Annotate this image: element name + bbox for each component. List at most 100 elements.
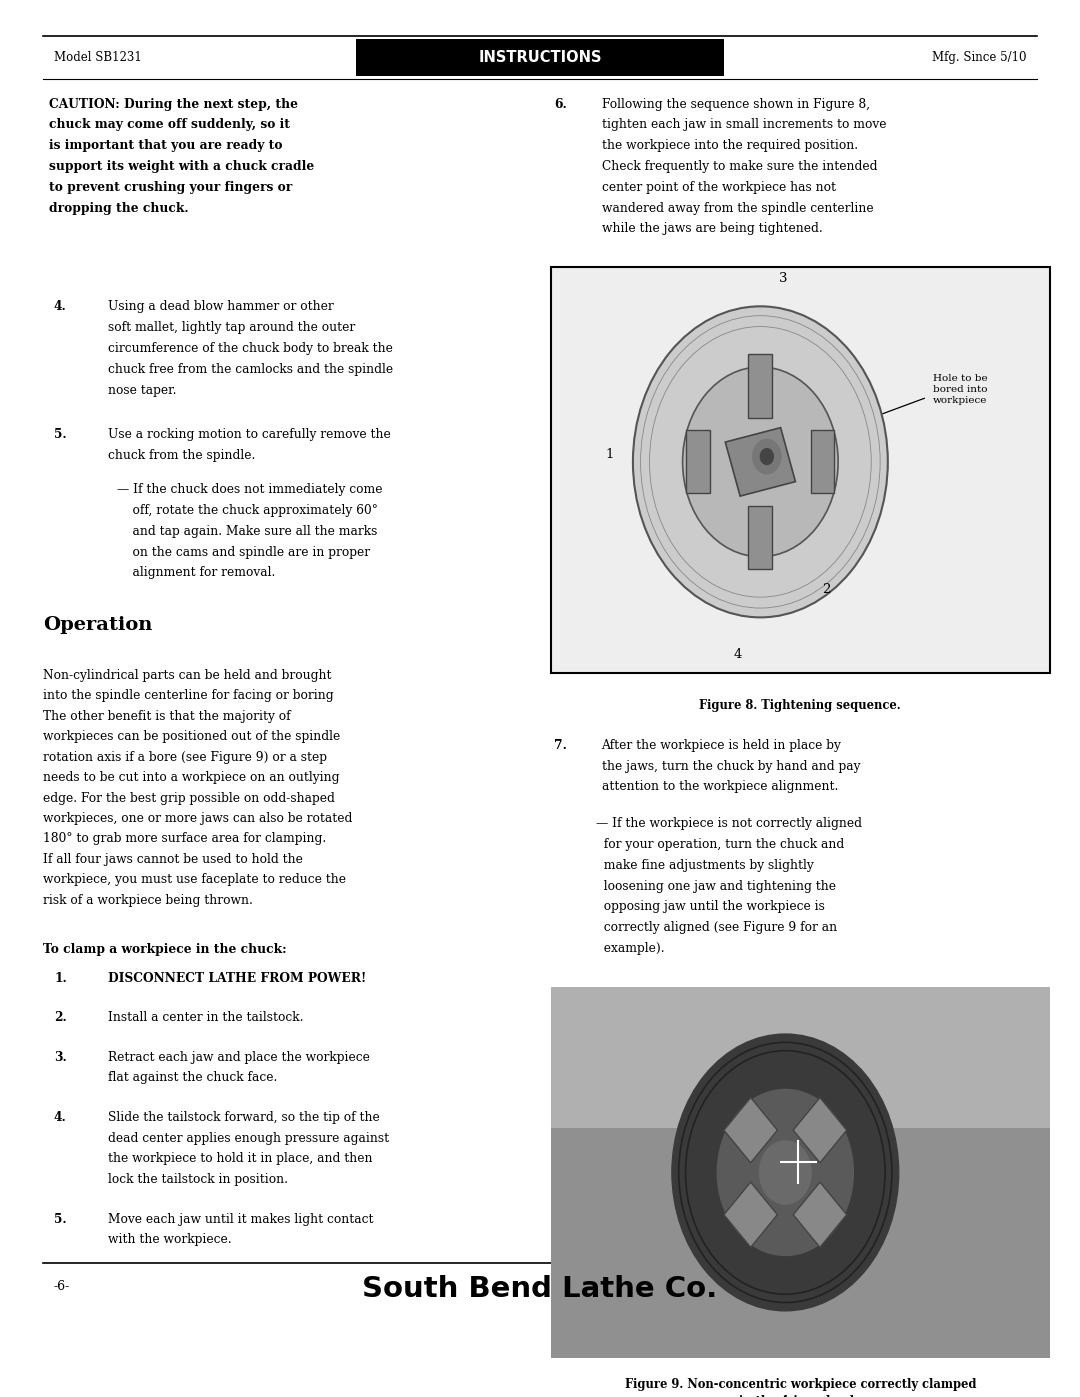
Text: to prevent crushing your fingers or: to prevent crushing your fingers or <box>49 180 292 194</box>
Text: nose taper.: nose taper. <box>108 384 176 397</box>
Text: If all four jaws cannot be used to hold the: If all four jaws cannot be used to hold … <box>43 852 303 866</box>
Polygon shape <box>724 1098 778 1162</box>
Text: Slide the tailstock forward, so the tip of the: Slide the tailstock forward, so the tip … <box>108 1111 380 1123</box>
Text: edge. For the best grip possible on odd-shaped: edge. For the best grip possible on odd-… <box>43 792 335 805</box>
Text: The other benefit is that the majority of: The other benefit is that the majority o… <box>43 710 291 722</box>
Text: workpieces, one or more jaws can also be rotated: workpieces, one or more jaws can also be… <box>43 812 352 826</box>
Text: wandered away from the spindle centerline: wandered away from the spindle centerlin… <box>602 201 874 215</box>
Text: make fine adjustments by slightly: make fine adjustments by slightly <box>596 859 814 872</box>
Text: opposing jaw until the workpiece is: opposing jaw until the workpiece is <box>596 901 825 914</box>
Text: To clamp a workpiece in the chuck:: To clamp a workpiece in the chuck: <box>43 943 287 956</box>
Text: Using a dead blow hammer or other: Using a dead blow hammer or other <box>108 300 334 313</box>
Text: risk of a workpiece being thrown.: risk of a workpiece being thrown. <box>43 894 253 907</box>
Text: the jaws, turn the chuck by hand and pay: the jaws, turn the chuck by hand and pay <box>602 760 860 773</box>
Text: tighten each jaw in small increments to move: tighten each jaw in small increments to … <box>602 119 886 131</box>
Text: 2: 2 <box>823 583 831 597</box>
Bar <box>356 39 724 77</box>
Text: is important that you are ready to: is important that you are ready to <box>49 140 282 152</box>
Text: 4.: 4. <box>54 300 67 313</box>
Text: the workpiece to hold it in place, and then: the workpiece to hold it in place, and t… <box>108 1153 373 1165</box>
Text: into the spindle centerline for facing or boring: into the spindle centerline for facing o… <box>43 689 334 703</box>
Text: chuck may come off suddenly, so it: chuck may come off suddenly, so it <box>49 119 289 131</box>
Text: Figure 8. Tightening sequence.: Figure 8. Tightening sequence. <box>700 700 901 712</box>
Text: soft mallet, lightly tap around the outer: soft mallet, lightly tap around the oute… <box>108 321 355 334</box>
Text: 7.: 7. <box>554 739 567 752</box>
Text: — If the workpiece is not correctly aligned: — If the workpiece is not correctly alig… <box>596 817 862 830</box>
Polygon shape <box>724 1182 778 1248</box>
Text: with the workpiece.: with the workpiece. <box>108 1234 231 1246</box>
Polygon shape <box>811 430 835 493</box>
Text: attention to the workpiece alignment.: attention to the workpiece alignment. <box>602 781 838 793</box>
Text: Retract each jaw and place the workpiece: Retract each jaw and place the workpiece <box>108 1051 369 1063</box>
Text: rotation axis if a bore (see Figure 9) or a step: rotation axis if a bore (see Figure 9) o… <box>43 750 327 764</box>
Text: dropping the chuck.: dropping the chuck. <box>49 201 188 215</box>
Text: — If the chuck does not immediately come: — If the chuck does not immediately come <box>117 483 382 496</box>
Text: Check frequently to make sure the intended: Check frequently to make sure the intend… <box>602 161 877 173</box>
Circle shape <box>683 367 838 557</box>
Text: 4: 4 <box>733 648 742 661</box>
Text: off, rotate the chuck approximately 60°: off, rotate the chuck approximately 60° <box>117 504 378 517</box>
Text: 180° to grab more surface area for clamping.: 180° to grab more surface area for clamp… <box>43 833 326 845</box>
Bar <box>551 986 1050 1358</box>
Text: flat against the chuck face.: flat against the chuck face. <box>108 1071 278 1084</box>
Text: 5.: 5. <box>54 429 67 441</box>
Text: Hole to be
bored into
workpiece: Hole to be bored into workpiece <box>932 374 987 405</box>
Text: 1: 1 <box>606 447 615 461</box>
Text: and tap again. Make sure all the marks: and tap again. Make sure all the marks <box>117 525 377 538</box>
Circle shape <box>633 306 888 617</box>
Text: example).: example). <box>596 942 665 956</box>
Text: 3: 3 <box>779 272 787 285</box>
Text: Model SB1231: Model SB1231 <box>54 52 141 64</box>
Text: 4.: 4. <box>54 1111 67 1123</box>
Bar <box>551 267 1050 673</box>
Text: on the cams and spindle are in proper: on the cams and spindle are in proper <box>117 546 369 559</box>
Text: the workpiece into the required position.: the workpiece into the required position… <box>602 140 858 152</box>
Text: Operation: Operation <box>43 616 152 634</box>
Text: Following the sequence shown in Figure 8,: Following the sequence shown in Figure 8… <box>602 98 869 110</box>
Text: 5.: 5. <box>54 1213 67 1225</box>
Text: Figure 9. Non-concentric workpiece correctly clamped
in the 4-jaw chuck.: Figure 9. Non-concentric workpiece corre… <box>624 1377 976 1397</box>
Text: 1.: 1. <box>54 972 67 985</box>
Text: alignment for removal.: alignment for removal. <box>117 566 275 580</box>
Circle shape <box>760 448 773 464</box>
Text: -6-: -6- <box>54 1280 70 1292</box>
Text: 6.: 6. <box>554 98 567 110</box>
Text: lock the tailstock in position.: lock the tailstock in position. <box>108 1173 288 1186</box>
Circle shape <box>759 1141 811 1204</box>
Text: dead center applies enough pressure against: dead center applies enough pressure agai… <box>108 1132 389 1144</box>
Polygon shape <box>748 506 772 570</box>
Text: center point of the workpiece has not: center point of the workpiece has not <box>602 180 836 194</box>
Text: needs to be cut into a workpiece on an outlying: needs to be cut into a workpiece on an o… <box>43 771 340 784</box>
Polygon shape <box>686 430 710 493</box>
Text: chuck free from the camlocks and the spindle: chuck free from the camlocks and the spi… <box>108 363 393 376</box>
Text: workpieces can be positioned out of the spindle: workpieces can be positioned out of the … <box>43 731 340 743</box>
Text: circumference of the chuck body to break the: circumference of the chuck body to break… <box>108 342 393 355</box>
Text: 3.: 3. <box>54 1051 67 1063</box>
Polygon shape <box>793 1098 847 1162</box>
Text: DISCONNECT LATHE FROM POWER!: DISCONNECT LATHE FROM POWER! <box>108 972 366 985</box>
Text: Move each jaw until it makes light contact: Move each jaw until it makes light conta… <box>108 1213 374 1225</box>
Text: correctly aligned (see Figure 9 for an: correctly aligned (see Figure 9 for an <box>596 921 837 935</box>
Polygon shape <box>726 427 796 496</box>
Text: Mfg. Since 5/10: Mfg. Since 5/10 <box>931 52 1026 64</box>
Text: Install a center in the tailstock.: Install a center in the tailstock. <box>108 1011 303 1024</box>
Text: for your operation, turn the chuck and: for your operation, turn the chuck and <box>596 838 845 851</box>
Text: loosening one jaw and tightening the: loosening one jaw and tightening the <box>596 880 836 893</box>
Text: South Bend Lathe Co.: South Bend Lathe Co. <box>363 1275 717 1303</box>
Text: CAUTION: During the next step, the: CAUTION: During the next step, the <box>49 98 298 110</box>
Bar <box>551 986 1050 1127</box>
Polygon shape <box>793 1182 847 1248</box>
Circle shape <box>753 440 781 474</box>
Text: After the workpiece is held in place by: After the workpiece is held in place by <box>602 739 841 752</box>
Text: Use a rocking motion to carefully remove the: Use a rocking motion to carefully remove… <box>108 429 391 441</box>
Circle shape <box>717 1090 853 1256</box>
Text: while the jaws are being tightened.: while the jaws are being tightened. <box>602 222 822 236</box>
Text: 2.: 2. <box>54 1011 67 1024</box>
Text: support its weight with a chuck cradle: support its weight with a chuck cradle <box>49 161 314 173</box>
Text: Non-cylindrical parts can be held and brought: Non-cylindrical parts can be held and br… <box>43 669 332 682</box>
Bar <box>551 986 1050 1358</box>
Polygon shape <box>748 355 772 418</box>
Circle shape <box>672 1034 899 1310</box>
Text: workpiece, you must use faceplate to reduce the: workpiece, you must use faceplate to red… <box>43 873 347 886</box>
Text: INSTRUCTIONS: INSTRUCTIONS <box>478 50 602 66</box>
